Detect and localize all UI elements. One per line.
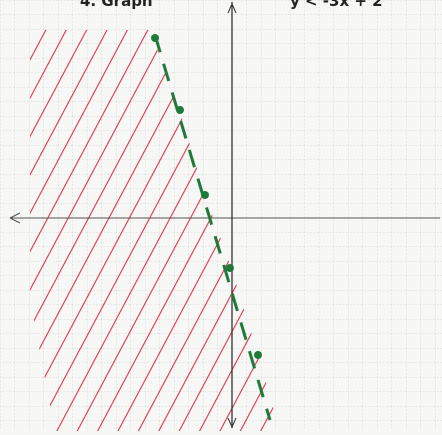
inequality: y < -3x + 2 <box>290 0 383 10</box>
problem-label: 4. Graph <box>80 0 153 10</box>
graph-worksheet: 4. Graph y < -3x + 2 <box>0 0 442 431</box>
